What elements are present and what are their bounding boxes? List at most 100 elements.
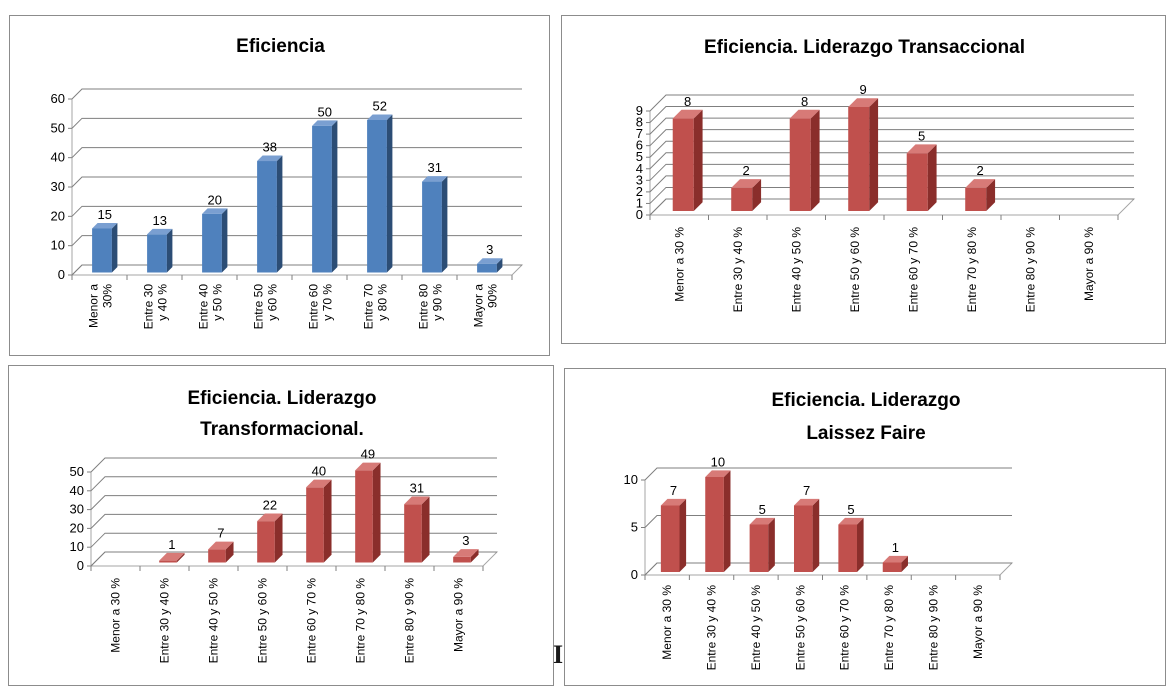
bar-side (927, 144, 937, 211)
chart-laissez-faire: Eficiencia. Liderazgo Laissez Faire 0 5 10 7 1… (624, 390, 1014, 671)
data-label: 9 (860, 82, 867, 97)
bar-top (453, 549, 479, 557)
bar-top (404, 496, 430, 505)
y-tick-label: 0 (636, 207, 643, 222)
grid-line (649, 117, 1134, 135)
x-tick-label: Entre 70y 80 % (362, 284, 390, 330)
bar (257, 521, 275, 563)
y-tick-label: 40 (51, 150, 65, 165)
bar-side (111, 223, 118, 273)
grid-line (644, 515, 1012, 528)
data-label: 20 (208, 192, 222, 207)
bar (147, 234, 167, 273)
y-tick-label: 10 (70, 539, 84, 554)
bar (749, 524, 769, 572)
x-tick-label: Entre 80 y 90 % (403, 578, 417, 664)
x-tick-label: Entre 70 y 80 % (965, 227, 979, 313)
chart-title: Transformacional. (200, 419, 364, 440)
y-tick-label: 30 (51, 179, 65, 194)
bar-side (869, 98, 879, 211)
y-tick-label: 50 (70, 464, 84, 479)
x-tick-label: Mayor a 90 % (1082, 227, 1096, 301)
bar-top (312, 120, 338, 126)
bar-side (166, 228, 173, 273)
x-tick-label: Entre 40 y 50 % (207, 578, 221, 664)
x-tick-label: Menor a30% (87, 284, 115, 328)
bar-top (749, 517, 775, 525)
y-tick-label: 20 (51, 208, 65, 223)
y-tick-label: 3 (636, 172, 643, 187)
grid-line (71, 205, 522, 217)
bar-side (812, 498, 820, 572)
x-tick-label-line: Entre 50 (252, 284, 266, 330)
grid-line (71, 117, 522, 129)
bar (453, 556, 471, 563)
bar (202, 213, 222, 273)
grid-line (90, 513, 497, 529)
x-tick-label: Menor a 30 % (109, 578, 123, 653)
grid-line (649, 129, 1134, 147)
bar-top (92, 223, 118, 229)
grid-line (649, 152, 1134, 170)
x-tick-label: Entre 60 y 70 % (906, 227, 920, 313)
bar-top (257, 513, 283, 522)
chart-panel-laissez-faire: Eficiencia. Liderazgo Laissez Faire 0 5 10 7 1… (564, 368, 1166, 686)
grid-line (90, 457, 497, 473)
bar (882, 562, 902, 572)
bar-side (421, 496, 430, 563)
bar (312, 125, 332, 273)
data-label: 1 (892, 540, 899, 555)
bar-side (470, 549, 479, 563)
x-tick-label: Entre 50 y 60 % (793, 585, 807, 671)
y-tick-label: 0 (631, 567, 638, 582)
data-label: 10 (711, 454, 725, 469)
y-tick-label: 5 (631, 520, 638, 535)
y-tick-label: 9 (636, 103, 643, 118)
grid-line (649, 175, 1134, 193)
data-label: 31 (410, 481, 424, 496)
data-label: 7 (803, 483, 810, 498)
bar-side (323, 479, 332, 563)
bar (848, 107, 870, 211)
bar-top (422, 176, 448, 182)
bar (793, 505, 813, 572)
bar-side (372, 462, 381, 563)
x-tick-label-line: Mayor a (472, 284, 486, 328)
chart-panel-eficiencia: Eficiencia 0 10 20 30 40 50 60 15 13 20 38 50 52 31 3 Me… (9, 15, 550, 356)
x-tick-label: Entre 80 y 90 % (1023, 227, 1037, 313)
grid-line (71, 147, 522, 159)
bar (906, 153, 928, 211)
bar-side (768, 517, 775, 572)
grid-line (90, 495, 497, 510)
x-tick-label-line: y 40 % (156, 284, 170, 321)
y-tick-label: 50 (51, 120, 65, 135)
x-tick-label: Entre 30 y 40 % (705, 585, 719, 671)
bar-side (810, 109, 820, 211)
data-label: 15 (98, 207, 112, 222)
data-label: 40 (312, 464, 326, 479)
x-tick-label: Menor a 30 % (672, 227, 686, 302)
x-tick-label: Mayor a 90 % (452, 578, 466, 652)
bar-top (705, 470, 731, 477)
bar-side (225, 541, 234, 563)
y-tick-label: 0 (58, 267, 65, 282)
x-tick-label-line: Entre 60 (307, 284, 321, 330)
bar-top (367, 114, 393, 120)
x-tick-label: Entre 70 y 80 % (354, 578, 368, 664)
y-tick-label: 5 (636, 149, 643, 164)
bar-top (731, 179, 762, 188)
x-tick-label: Entre 50 y 60 % (848, 227, 862, 313)
bar (705, 477, 724, 572)
bar (257, 161, 277, 273)
data-label: 31 (428, 160, 442, 175)
bar-top (355, 462, 381, 471)
bar-side (386, 114, 393, 273)
grid-line (649, 106, 1134, 123)
grid-line (71, 88, 522, 100)
y-tick-label: 10 (624, 472, 638, 487)
x-tick-label-line: Menor a (87, 284, 101, 328)
chart-title: Eficiencia (236, 36, 325, 57)
floor (648, 198, 1136, 216)
data-label: 3 (486, 242, 493, 257)
data-label: 13 (153, 213, 167, 228)
